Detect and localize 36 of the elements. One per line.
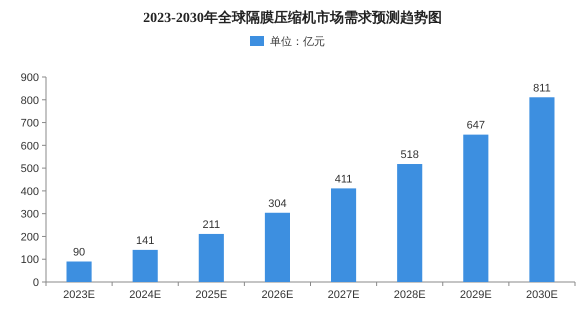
x-tick-label: 2026E	[262, 289, 294, 301]
y-tick-label: 400	[20, 186, 39, 198]
data-label: 518	[400, 149, 419, 162]
y-tick-label: 500	[20, 163, 39, 176]
y-tick-label: 300	[20, 208, 39, 221]
x-tick-label: 2025E	[195, 289, 228, 301]
x-tick-label: 2027E	[328, 289, 360, 301]
legend-label: 单位：亿元	[270, 35, 325, 48]
y-tick-label: 600	[20, 140, 39, 152]
data-label: 90	[72, 246, 86, 258]
x-tick-label: 2030E	[526, 289, 558, 301]
bar	[66, 262, 92, 282]
data-label: 647	[466, 120, 485, 132]
data-label: 141	[136, 234, 154, 247]
y-tick-label: 700	[20, 118, 39, 130]
bar	[198, 234, 224, 282]
bar	[463, 134, 488, 282]
bar	[397, 164, 422, 282]
data-label: 304	[268, 198, 287, 210]
y-tick-label: 800	[20, 94, 39, 107]
bar	[264, 212, 290, 282]
x-tick-label: 2023E	[63, 289, 95, 301]
y-tick-label: 100	[20, 254, 39, 266]
y-tick-label: 0	[32, 277, 39, 289]
chart-title: 2023-2030年全球隔膜压缩机市场需求预测趋势图	[143, 9, 442, 26]
data-label: 211	[202, 218, 220, 231]
y-tick-label: 900	[20, 72, 39, 84]
y-tick-label: 200	[20, 231, 39, 244]
x-tick-label: 2024E	[129, 289, 162, 301]
x-tick-label: 2029E	[460, 289, 492, 301]
bar	[529, 97, 554, 282]
data-label: 811	[533, 82, 551, 94]
bar	[331, 188, 356, 282]
x-tick-label: 2028E	[394, 289, 426, 301]
data-label: 411	[334, 173, 352, 186]
bar	[132, 250, 158, 282]
